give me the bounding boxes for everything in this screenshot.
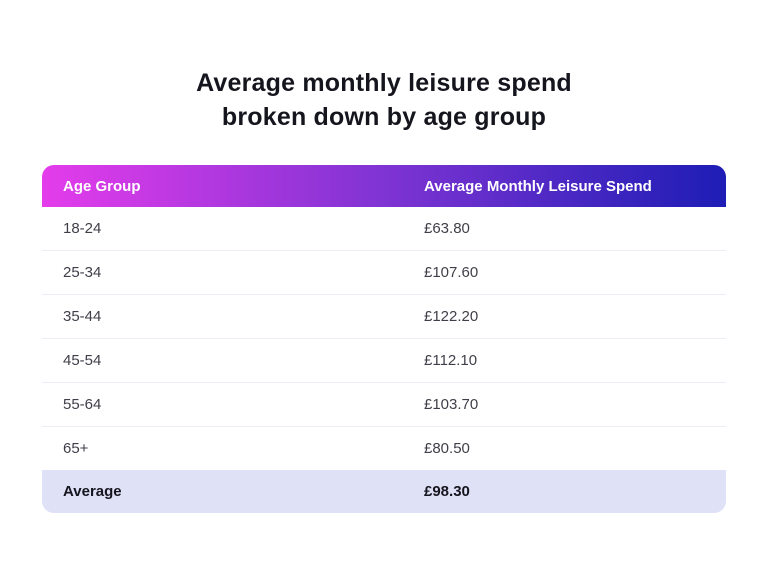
age-group-cell: 35-44 [63,308,102,325]
spend-cell: £112.10 [424,352,478,369]
page-title: Average monthly leisure spend broken dow… [0,66,768,134]
spend-cell: £107.60 [424,264,479,281]
age-group-cell: 65+ [63,440,89,457]
table-row: 55-64 £103.70 [42,383,726,427]
table-row: 35-44 £122.20 [42,295,726,339]
table-header-row: Age Group Average Monthly Leisure Spend [42,165,726,207]
table-body: 18-24 £63.80 25-34 £107.60 35-44 £122.20 45-54… [42,207,726,470]
page-title-line2: broken down by age group [221,103,547,131]
page-title-line1: Average monthly leisure spend [196,69,572,97]
table-row: 25-34 £107.60 [42,251,726,295]
age-group-cell: 55-64 [63,396,102,413]
spend-cell: £63.80 [424,220,470,237]
spend-cell: £103.70 [424,396,479,413]
footer-label-cell: Average [63,483,122,500]
table-footer-row: Average £98.30 [42,470,726,513]
footer-spend-cell: £98.30 [424,483,470,500]
leisure-spend-table: Age Group Average Monthly Leisure Spend … [42,165,726,513]
age-group-cell: 18-24 [63,220,102,237]
age-group-cell: 45-54 [63,352,102,369]
age-group-cell: 25-34 [63,264,102,281]
spend-cell: £80.50 [424,440,470,457]
table-row: 18-24 £63.80 [42,207,726,251]
header-age-group: Age Group [63,177,141,195]
spend-cell: £122.20 [424,308,479,325]
table-row: 45-54 £112.10 [42,339,726,383]
header-average-spend: Average Monthly Leisure Spend [424,177,652,195]
table-row: 65+ £80.50 [42,427,726,470]
